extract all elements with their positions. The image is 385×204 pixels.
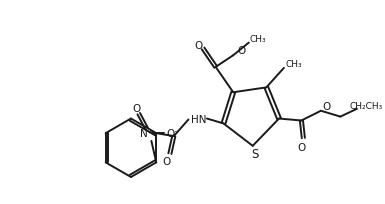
Text: O: O — [194, 40, 202, 50]
Text: O: O — [323, 101, 331, 111]
Text: O⁻: O⁻ — [166, 129, 180, 139]
Text: O: O — [133, 103, 141, 113]
Text: N⁺: N⁺ — [140, 129, 153, 139]
Text: O: O — [162, 157, 170, 167]
Text: O: O — [297, 142, 306, 152]
Text: HN: HN — [191, 114, 207, 124]
Text: CH₃: CH₃ — [285, 59, 302, 68]
Text: S: S — [251, 147, 258, 160]
Text: CH₂CH₃: CH₂CH₃ — [349, 102, 382, 111]
Text: CH₃: CH₃ — [249, 35, 266, 44]
Text: O: O — [237, 46, 245, 56]
